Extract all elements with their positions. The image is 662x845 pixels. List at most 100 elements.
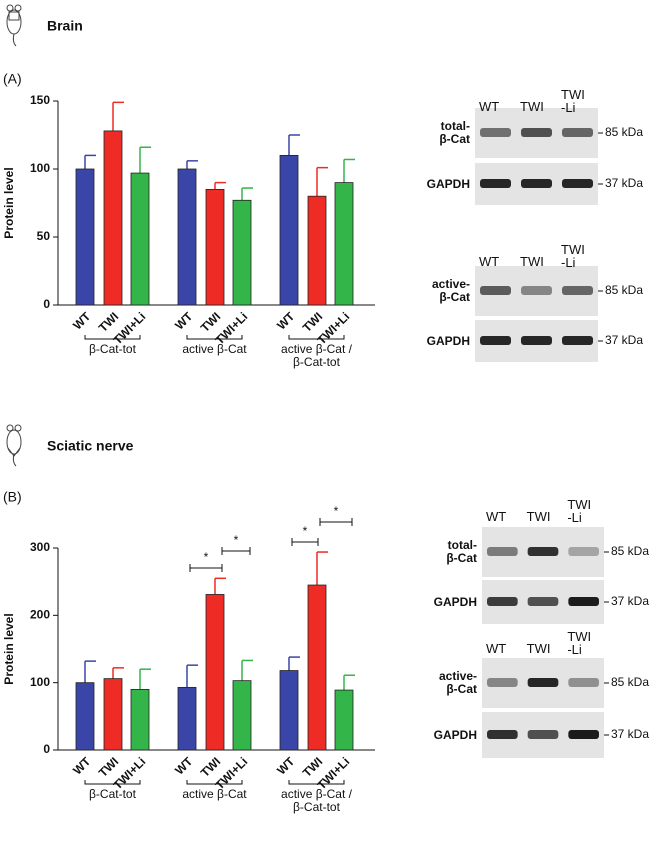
blot-band [487,597,518,606]
group-label: β-Cat-tot [89,787,136,801]
blot-band [562,128,593,137]
bar [130,172,150,306]
group-label: active β-Cat [182,342,247,356]
row-label: active- β-Cat [438,669,477,696]
x-tick-label: WT [274,754,298,778]
row-label: total- β-Cat [439,119,470,146]
bar [205,594,225,751]
y-axis-label: Protein level [2,167,16,238]
blot-band [521,179,552,188]
lane-label: WT [479,254,500,269]
kda-label: 37 kDa [611,594,649,608]
blot-band [527,678,559,687]
bar [130,689,150,751]
y-tick-label: 50 [37,229,51,243]
y-tick-label: 150 [30,93,50,107]
bar [103,678,123,751]
bar [232,680,252,751]
significance-bracket [291,538,319,546]
significance-bracket [319,518,353,526]
bar [103,130,123,306]
bar [334,689,354,751]
bar [334,182,354,306]
panel-label: (A) [3,71,22,87]
y-tick-label: 300 [30,540,50,554]
blot-band [480,336,511,345]
significance-label: * [234,533,239,547]
x-tick-label: WT [70,754,94,778]
lane-label: WT [486,509,507,524]
blot-band [562,179,593,188]
kda-label: 85 kDa [611,675,649,689]
blot-band [487,678,518,687]
row-label: GAPDH [426,334,470,348]
lane-label: WT [486,641,507,656]
section-title: Brain [47,18,83,34]
group-label: active β-Cat [182,787,247,801]
kda-label: 37 kDa [611,727,649,741]
row-label: GAPDH [433,728,477,742]
significance-label: * [303,524,308,538]
group-bracket [84,335,141,340]
lane-label: TWI [520,254,544,269]
group-bracket [186,780,243,785]
bar [177,686,197,751]
lane-label: WT [479,99,500,114]
row-label: total- β-Cat [446,538,477,565]
y-tick-label: 0 [43,742,50,756]
lane-label: TWI -Li [561,242,585,270]
blot-band [562,286,593,295]
y-axis-label: Protein level [2,613,16,684]
mouse-icon [6,4,22,467]
blot-band [527,730,559,739]
kda-label: 85 kDa [605,125,643,139]
lane-label: TWI -Li [561,87,585,115]
x-tick-label: WT [172,309,196,333]
lane-label: TWI -Li [567,629,592,657]
bar [279,670,299,751]
blot-band [480,128,511,137]
blot-band [480,286,511,295]
bar [307,195,327,306]
blot-band [487,547,518,556]
kda-label: 85 kDa [605,283,643,297]
blot-band [568,678,599,687]
kda-label: 37 kDa [605,176,643,190]
blot-band [487,730,518,739]
blot-band [480,179,511,188]
bar [205,188,225,306]
blot-band [568,730,599,739]
x-tick-label: WT [70,309,94,333]
row-label: active- β-Cat [431,277,470,304]
y-tick-label: 200 [30,608,50,622]
x-tick-label: WT [274,309,298,333]
x-tick-label: WT [172,754,196,778]
blot-band [568,597,599,606]
significance-bracket [221,547,251,555]
kda-label: 85 kDa [611,544,649,558]
blot-band [527,597,559,606]
y-tick-label: 100 [30,161,50,175]
blot-band [568,547,599,556]
bar [75,168,95,306]
kda-label: 37 kDa [605,333,643,347]
bar [279,154,299,306]
lane-label: TWI [520,99,544,114]
bar [307,584,327,751]
significance-bracket [189,564,223,572]
y-tick-label: 100 [30,675,50,689]
significance-label: * [204,550,209,564]
section-title: Sciatic nerve [47,438,134,454]
lane-label: TWI [526,641,551,656]
blot-band [521,336,552,345]
group-label: active β-Cat / β-Cat-tot [281,787,352,814]
group-bracket [288,780,345,785]
bar [75,682,95,751]
group-bracket [186,335,243,340]
lane-label: TWI -Li [567,497,592,525]
group-label: β-Cat-tot [89,342,136,356]
significance-label: * [334,504,339,518]
blot-band [521,128,552,137]
